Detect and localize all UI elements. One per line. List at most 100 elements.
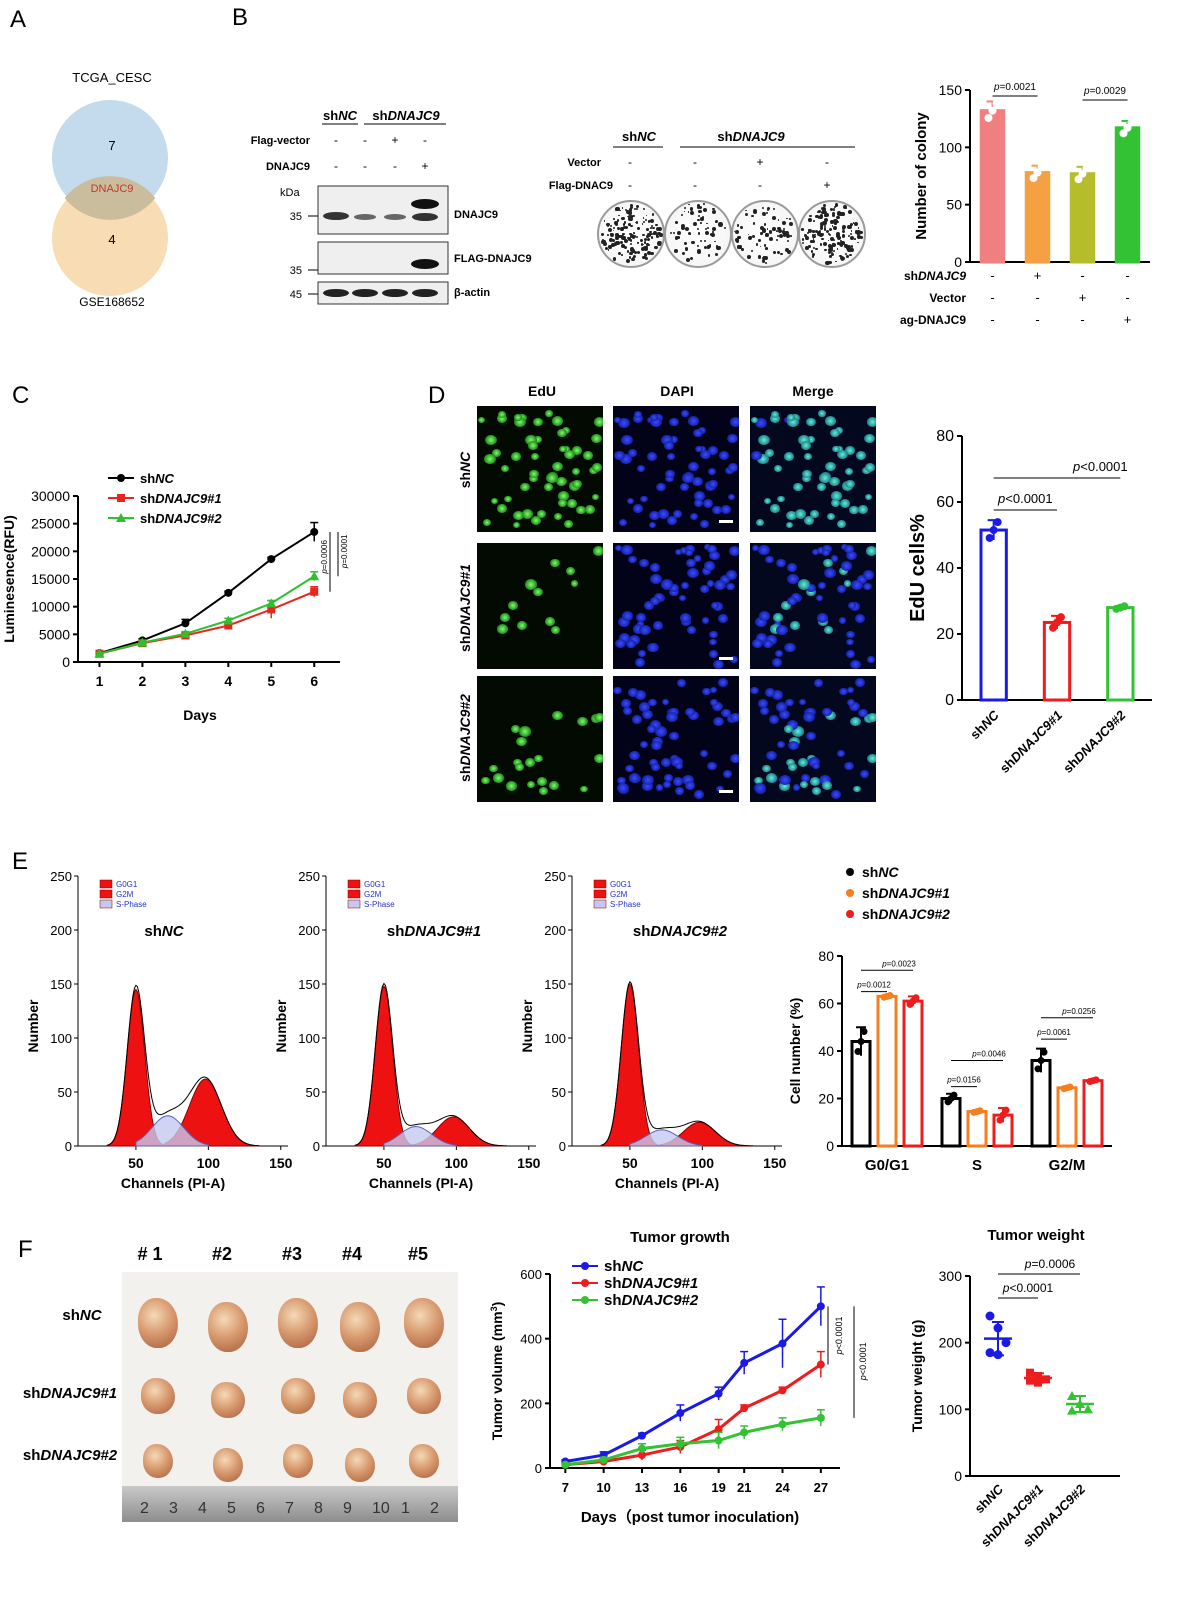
colony-dot: [811, 255, 815, 258]
colony-dot: [687, 211, 690, 213]
treatment-mark: -: [363, 159, 367, 173]
nucleus: [484, 454, 496, 464]
colony-dot: [812, 230, 815, 233]
wb-mw-3: 45: [290, 289, 302, 301]
edu-row-label: shDNAJC9#1: [457, 564, 473, 652]
tumor: [208, 1302, 248, 1352]
colony-dot: [647, 244, 650, 247]
treatment-mark: -: [1125, 290, 1129, 305]
x-tick-label: G2/M: [1049, 1157, 1086, 1174]
nucleus: [507, 600, 519, 610]
nucleus: [805, 707, 816, 717]
colony-dot: [629, 247, 635, 252]
colony-dot: [627, 237, 632, 241]
nucleus: [821, 548, 831, 556]
ruler-number: 1: [401, 1500, 410, 1517]
colony-dot: [773, 251, 777, 254]
nucleus: [805, 417, 816, 427]
nucleus: [812, 762, 820, 770]
nucleus: [707, 445, 718, 455]
nucleus: [836, 519, 847, 528]
nucleus: [489, 764, 499, 772]
colony-dot: [628, 222, 632, 226]
data-point: [1057, 613, 1065, 622]
y-tick-label: 5000: [39, 626, 70, 642]
nucleus: [675, 762, 683, 770]
ruler: 2 3 4 5 6 7 8 9 10 1 2: [122, 1486, 458, 1522]
data-point: [1037, 163, 1046, 172]
nucleus: [687, 626, 696, 634]
nucleus: [719, 574, 731, 584]
nucleus: [713, 660, 725, 669]
colony-dot: [654, 246, 658, 249]
y-axis-label: EdU cells%: [907, 514, 929, 622]
nucleus: [816, 546, 825, 554]
nucleus: [555, 476, 568, 487]
nucleus: [850, 717, 861, 727]
colony-dot: [772, 207, 775, 211]
colony-dot: [816, 210, 819, 213]
colony-dot: [801, 228, 804, 231]
colony-dot: [710, 232, 716, 238]
colony-dot: [707, 254, 710, 257]
colony-dot: [697, 232, 701, 235]
nucleus: [751, 451, 762, 460]
colony-dot: [706, 245, 711, 249]
colony-dot: [785, 217, 788, 220]
wb-group-kd: shDNAJC9: [372, 108, 440, 123]
treatment-row-label: shDNAJC9: [904, 269, 966, 283]
colony-dot: [736, 236, 740, 240]
colony-dot: [841, 212, 846, 216]
nucleus: [593, 712, 603, 723]
colony-dot: [802, 241, 805, 244]
legend-label: shDNAJC9#2: [604, 1292, 699, 1309]
y-tick-label: 0: [559, 1139, 566, 1154]
s-phase-area: [629, 1129, 703, 1147]
nucleus: [805, 731, 817, 741]
nucleus: [806, 588, 816, 597]
colony-dot: [820, 206, 824, 211]
nucleus: [772, 612, 784, 622]
fit-envelope: [600, 980, 754, 1147]
colony-dot: [692, 222, 697, 227]
tumor-row-label: shNC: [62, 1307, 102, 1324]
nucleus: [702, 617, 710, 624]
y-tick-label: 0: [945, 692, 954, 709]
nucleus: [496, 624, 509, 634]
colony-dot: [636, 250, 640, 254]
nucleus: [529, 469, 539, 479]
nucleus: [787, 416, 799, 427]
data-point: [637, 1431, 646, 1440]
nucleus: [832, 445, 840, 453]
bar: [940, 1097, 962, 1148]
colony-dot: [838, 241, 841, 244]
nucleus: [551, 710, 563, 721]
colony-dot: [827, 232, 830, 235]
x-axis-label: Days（post tumor inoculation): [581, 1508, 799, 1526]
nucleus: [843, 761, 854, 771]
nucleus: [638, 701, 651, 712]
nucleus: [773, 620, 782, 627]
colony-dot: [812, 238, 815, 240]
colony-dot: [707, 226, 710, 229]
colony-dot: [822, 221, 827, 226]
y-tick-label: 40: [936, 560, 954, 577]
nucleus: [655, 726, 668, 737]
nucleus: [682, 473, 694, 484]
colony-dish: [731, 200, 799, 268]
nucleus: [802, 474, 811, 482]
nucleus: [536, 777, 547, 786]
colony-dot: [608, 245, 612, 249]
colony-dot: [808, 218, 811, 222]
nucleus: [758, 545, 770, 555]
nucleus: [649, 574, 662, 585]
colony-dot: [600, 232, 605, 237]
colony-dot: [606, 222, 610, 227]
colony-dot: [672, 232, 675, 235]
y-tick-label: 50: [58, 1085, 72, 1100]
wb-mw-1: 35: [290, 211, 302, 223]
flow-legend-label: S-Phase: [364, 900, 395, 909]
nucleus: [650, 416, 662, 427]
y-axis-label: Luminesence(RFU): [1, 515, 17, 643]
data-point: [984, 113, 993, 122]
